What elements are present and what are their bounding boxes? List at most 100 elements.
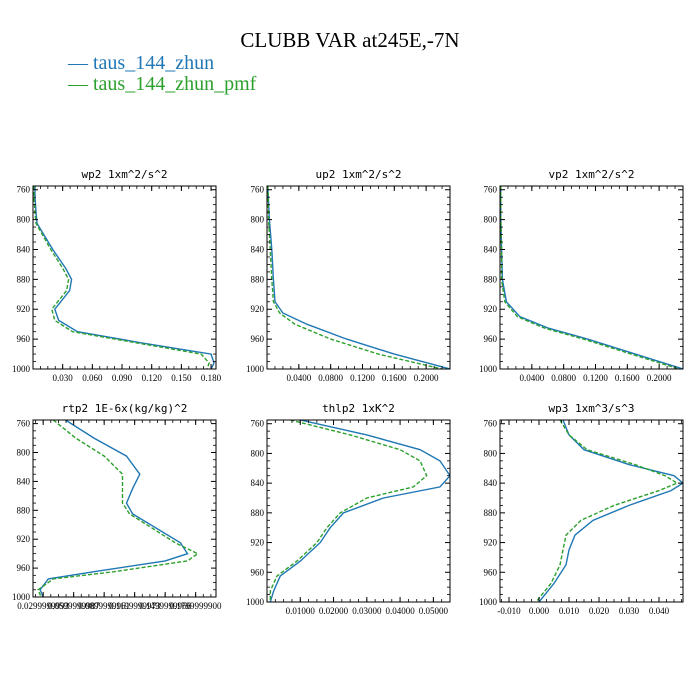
plot-frame (32, 185, 217, 370)
y-tick-label: 840 (251, 478, 265, 488)
x-tick-label: 0.0400 (519, 373, 544, 383)
y-tick-label: 1000 (246, 364, 265, 374)
plot-frame (499, 419, 684, 603)
series-line-2 (37, 420, 200, 597)
panel-1: wp2 1xm^2/s^2 760 800 840 880 920 960 1000 0.030… (12, 168, 222, 383)
x-tick-label: 0.03000 (352, 606, 382, 616)
plot-frame (266, 419, 451, 603)
series-line-1 (538, 420, 683, 602)
y-tick-label: 960 (484, 567, 498, 577)
y-tick-label: 920 (484, 304, 498, 314)
y-tick-label: 1000 (12, 364, 31, 374)
x-tick-label: 0.1200 (583, 373, 608, 383)
x-tick-label: 0.0800 (318, 373, 343, 383)
x-tick-label: 0.2000 (414, 373, 439, 383)
y-tick-label: 880 (17, 505, 31, 515)
y-tick-label: 1000 (246, 597, 265, 607)
x-tick-label: -0.010 (497, 606, 521, 616)
x-tick-label: 0.000 (529, 606, 550, 616)
panel-4: rtp2 1E-6x(kg/kg)^2 760 800 840 880 920 960 100… (12, 402, 222, 611)
y-tick-label: 880 (251, 508, 265, 518)
panel-6: wp3 1xm^3/s^3 760 800 840 880 920 960 1000-0.01… (479, 402, 684, 616)
y-tick-label: 760 (251, 419, 265, 429)
y-tick-label: 760 (484, 419, 498, 429)
x-tick-label: 0.020 (589, 606, 610, 616)
series-line-1 (34, 186, 215, 369)
y-tick-label: 1000 (479, 597, 498, 607)
y-tick-label: 760 (251, 185, 265, 195)
y-tick-label: 920 (251, 304, 265, 314)
figure-title: CLUBB VAR at245E,-7N (240, 28, 460, 52)
legend-line-2: — (68, 73, 93, 95)
legend-line-1: — (68, 52, 93, 74)
y-tick-label: 800 (17, 215, 31, 225)
y-tick-label: 800 (251, 215, 265, 225)
x-tick-label: 0.01000 (286, 606, 316, 616)
y-tick-label: 880 (484, 508, 498, 518)
plot-frame (499, 185, 684, 370)
x-tick-label: 0.150 (171, 373, 192, 383)
y-tick-label: 920 (484, 538, 498, 548)
y-tick-label: 960 (251, 334, 265, 344)
x-tick-label: 0.1499999966 (139, 601, 191, 611)
panel-5: thlp2 1xK^2 760 800 840 880 920 960 1000 0.01000… (246, 402, 451, 616)
y-tick-label: 800 (484, 448, 498, 458)
series-line-2 (33, 186, 210, 369)
x-tick-label: 0.0299999993 (17, 601, 69, 611)
legend-entry-2: — taus_144_zhun_pmf (68, 73, 256, 96)
y-tick-label: 800 (17, 448, 31, 458)
legend-label-2: taus_144_zhun_pmf (93, 73, 257, 95)
y-tick-label: 960 (17, 334, 31, 344)
y-tick-label: 960 (251, 567, 265, 577)
y-tick-label: 880 (251, 274, 265, 284)
x-tick-label: 0.04000 (385, 606, 415, 616)
panel-title: rtp2 1E-6x(kg/kg)^2 (62, 402, 188, 415)
plot-frame (266, 185, 451, 370)
y-tick-label: 960 (17, 563, 31, 573)
x-tick-label: 0.1199999973 (109, 601, 161, 611)
x-tick-label: 0.05000 (419, 606, 449, 616)
y-tick-label: 1000 (479, 364, 498, 374)
legend-entry-1: — taus_144_zhun (68, 52, 214, 75)
plot-frame (32, 419, 217, 598)
legend-label-1: taus_144_zhun (93, 52, 215, 74)
x-tick-label: 0.180 (201, 373, 222, 383)
x-tick-label: 0.1600 (615, 373, 640, 383)
panel-title: thlp2 1xK^2 (322, 402, 395, 415)
x-tick-label: 0.1200 (350, 373, 375, 383)
y-tick-label: 840 (484, 478, 498, 488)
panel-3: vp2 1xm^2/s^2 760 800 840 880 920 960 1000 0.040… (479, 168, 684, 383)
x-tick-label: 0.060 (82, 373, 103, 383)
y-tick-label: 760 (17, 419, 31, 429)
panel-title: up2 1xm^2/s^2 (315, 168, 401, 181)
x-tick-label: 0.040 (649, 606, 670, 616)
x-tick-label: 0.02000 (319, 606, 349, 616)
y-tick-label: 840 (17, 244, 31, 254)
series-line-2 (269, 420, 428, 602)
y-tick-label: 840 (17, 476, 31, 486)
y-tick-label: 960 (484, 334, 498, 344)
series-line-2 (535, 420, 679, 602)
y-tick-label: 800 (251, 448, 265, 458)
y-tick-label: 760 (484, 185, 498, 195)
y-tick-label: 920 (251, 538, 265, 548)
x-tick-label: 0.090 (112, 373, 133, 383)
x-tick-label: 0.0599999987 (48, 601, 100, 611)
y-tick-label: 800 (484, 215, 498, 225)
y-tick-label: 880 (17, 274, 31, 284)
x-tick-label: 0.030 (53, 373, 74, 383)
x-tick-label: 0.0899999961 (78, 601, 130, 611)
y-tick-label: 920 (17, 534, 31, 544)
y-tick-label: 1000 (12, 592, 31, 602)
x-tick-label: 0.030 (619, 606, 640, 616)
x-tick-label: 0.0800 (551, 373, 576, 383)
panel-2: up2 1xm^2/s^2 760 800 840 880 920 960 1000 0.040… (246, 168, 451, 383)
x-tick-label: 0.0400 (286, 373, 311, 383)
x-tick-label: 0.1600 (382, 373, 407, 383)
x-tick-label: 0.010 (559, 606, 580, 616)
panel-title: vp2 1xm^2/s^2 (548, 168, 634, 181)
y-tick-label: 920 (17, 304, 31, 314)
panel-title: wp3 1xm^3/s^3 (548, 402, 634, 415)
series-line-2 (500, 186, 680, 369)
